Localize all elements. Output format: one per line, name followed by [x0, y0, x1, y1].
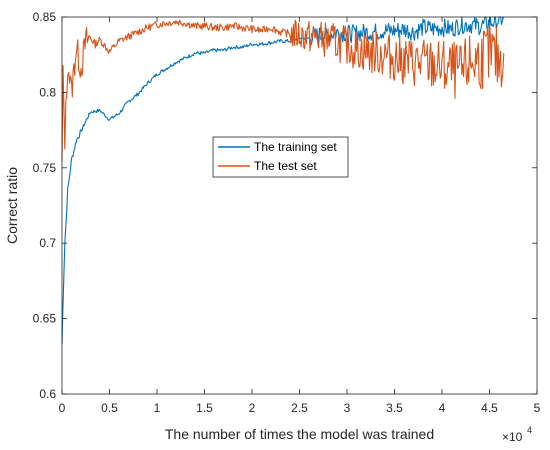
x-tick-label: 1 [154, 401, 161, 415]
x-tick-label: 4.5 [481, 401, 498, 415]
legend-label-test: The test set [254, 159, 317, 173]
y-tick-label: 0.7 [39, 236, 56, 250]
legend: The training set The test set [212, 136, 349, 178]
x-exponent-base: ×10 [502, 430, 523, 444]
plot-area-background [62, 17, 537, 394]
y-tick-label: 0.8 [39, 85, 56, 99]
x-tick-label: 3 [344, 401, 351, 415]
y-axis-ticks: 0.6 0.65 0.7 0.75 0.8 0.85 [33, 10, 537, 401]
legend-label-training: The training set [254, 140, 337, 154]
x-exponent: ×10 4 [502, 425, 532, 444]
series-line-test-set [61, 19, 505, 161]
x-tick-label: 1.5 [196, 401, 213, 415]
x-tick-label: 0 [59, 401, 66, 415]
x-tick-label: 0.5 [101, 401, 118, 415]
x-tick-label: 3.5 [386, 401, 403, 415]
y-tick-label: 0.65 [33, 312, 57, 326]
legend-box [212, 136, 349, 178]
series-line-training-set [61, 16, 505, 345]
x-axis-ticks: 0 0.5 1 1.5 2 2.5 3 3.5 4 4.5 5 [59, 17, 541, 415]
y-tick-label: 0.75 [33, 161, 57, 175]
y-axis-title: Correct ratio [4, 167, 20, 244]
y-tick-label: 0.85 [33, 10, 57, 24]
y-tick-label: 0.6 [39, 387, 56, 401]
x-exponent-power: 4 [527, 425, 532, 435]
x-tick-label: 4 [439, 401, 446, 415]
series-layer [61, 16, 505, 345]
x-tick-label: 2 [249, 401, 256, 415]
x-tick-label: 2.5 [291, 401, 308, 415]
x-tick-label: 5 [534, 401, 541, 415]
x-axis-title: The number of times the model was traine… [165, 426, 434, 442]
